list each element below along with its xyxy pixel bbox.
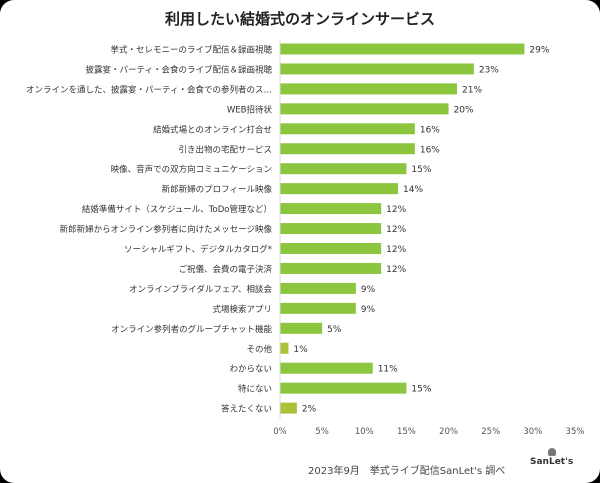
bar xyxy=(280,43,525,55)
value-label: 15% xyxy=(411,385,431,395)
bar xyxy=(280,103,449,115)
x-tick-label: 10% xyxy=(355,427,374,437)
x-tick-label: 15% xyxy=(397,427,416,437)
bar xyxy=(280,83,457,95)
category-label: 引き出物の宅配サービス xyxy=(178,144,272,155)
value-label: 12% xyxy=(386,225,406,235)
category-label: 挙式・セレモニーのライブ配信＆録画視聴 xyxy=(110,45,272,56)
logo-text: SanLet's xyxy=(530,457,574,467)
value-label: 14% xyxy=(403,185,423,195)
bar xyxy=(280,123,415,135)
bar xyxy=(280,243,382,254)
value-label: 2% xyxy=(302,405,317,415)
bar xyxy=(280,223,382,235)
bar xyxy=(280,183,398,195)
sanlets-logo: SanLet's xyxy=(530,448,573,467)
category-label: 結婚式場とのオンライン打合せ xyxy=(153,124,272,135)
value-label: 16% xyxy=(420,145,440,155)
category-label: ソーシャルギフト、デジタルカタログ* xyxy=(124,244,272,255)
category-label: 答えたくない xyxy=(221,404,272,415)
category-label: その他 xyxy=(246,344,272,355)
category-label: オンライン参列者のグループチャット機能 xyxy=(111,324,272,335)
category-label: 結婚準備サイト（スケジュール、ToDo管理など） xyxy=(82,204,272,215)
bar xyxy=(280,143,415,155)
bar xyxy=(280,302,356,314)
value-label: 11% xyxy=(378,365,398,375)
value-label: 16% xyxy=(420,125,440,135)
bar xyxy=(280,362,373,374)
bar xyxy=(280,163,407,175)
chart-title: 利用したい結婚式のオンラインサービス xyxy=(164,10,435,28)
bar xyxy=(280,282,356,294)
category-label: 式場検索アプリ xyxy=(212,304,272,315)
bar xyxy=(280,203,382,215)
value-label: 29% xyxy=(529,46,549,56)
category-label: オンラインブライダルフェア、相談会 xyxy=(129,284,273,295)
bar xyxy=(280,342,289,354)
x-tick-label: 20% xyxy=(439,427,458,437)
category-label: 映像、音声での双方向コミュニケーション xyxy=(111,164,272,175)
value-label: 1% xyxy=(293,345,308,355)
category-label: 新郎新婦のプロフィール映像 xyxy=(162,184,273,195)
value-label: 9% xyxy=(361,285,376,295)
category-label: ご祝儀、会費の電子決済 xyxy=(178,264,272,275)
value-label: 12% xyxy=(386,265,406,275)
category-label: 特にない xyxy=(238,384,272,395)
category-label: WEB招待状 xyxy=(227,104,273,115)
category-label: 新郎新婦からオンライン参列者に向けたメッセージ映像 xyxy=(60,224,273,235)
x-tick-label: 30% xyxy=(523,427,542,437)
value-label: 20% xyxy=(454,105,474,115)
bar xyxy=(280,322,323,334)
bar xyxy=(280,382,407,394)
value-label: 12% xyxy=(386,245,406,255)
value-label: 5% xyxy=(327,325,342,335)
bar xyxy=(280,63,474,75)
bar xyxy=(280,262,382,274)
value-label: 21% xyxy=(462,85,482,95)
x-tick-label: 25% xyxy=(481,427,500,437)
category-label: 披露宴・パーティ・会食のライブ配信＆録画視聴 xyxy=(86,64,273,75)
bar xyxy=(280,402,297,414)
x-tick-label: 5% xyxy=(315,427,329,437)
value-label: 15% xyxy=(411,165,431,175)
category-label: わからない xyxy=(229,365,272,375)
category-label: オンラインを通した、披露宴・パーティ・会食での参列者のス… xyxy=(26,84,272,95)
value-label: 12% xyxy=(386,205,406,215)
x-tick-label: 35% xyxy=(566,427,585,437)
source-note: 2023年9月 挙式ライブ配信SanLet's 調べ xyxy=(308,466,506,477)
value-label: 23% xyxy=(479,65,499,75)
x-tick-label: 0% xyxy=(273,427,287,437)
value-label: 9% xyxy=(361,305,376,315)
logo-icon xyxy=(547,448,556,456)
